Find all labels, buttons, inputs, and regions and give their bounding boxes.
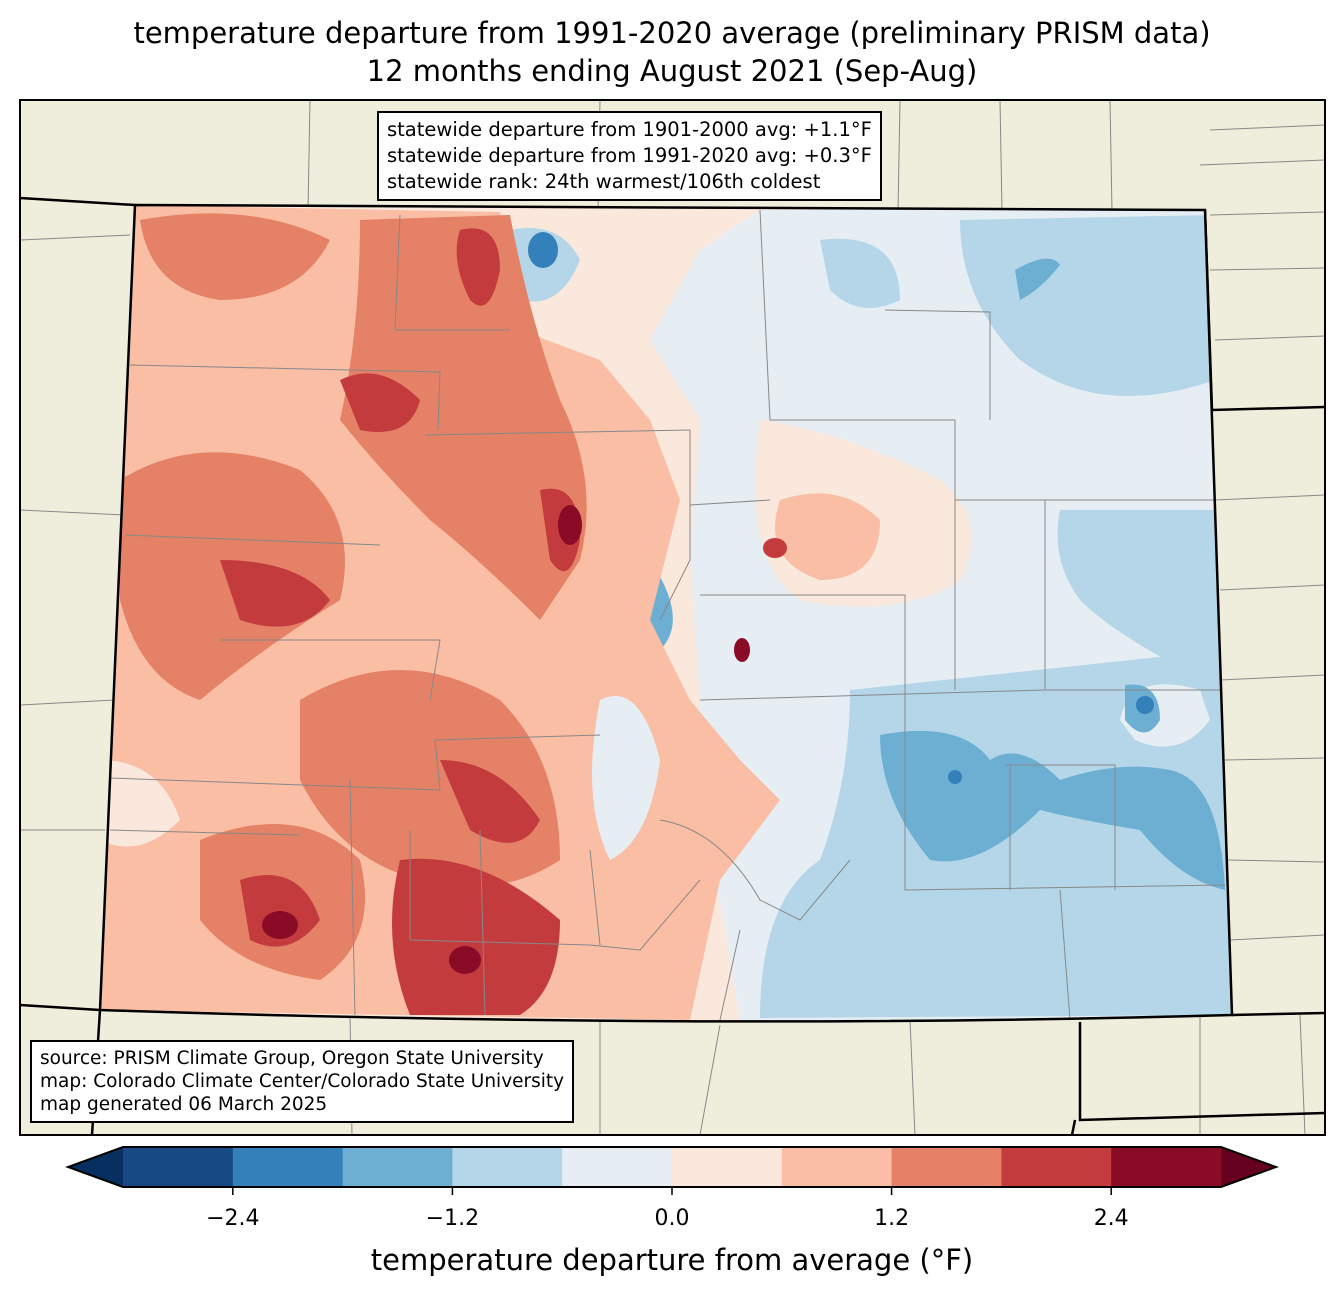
- stats-line-1991-2020: statewide departure from 1991-2020 avg: …: [387, 144, 872, 167]
- colorbar-bin: [891, 1147, 1002, 1187]
- colorbar-tick-label: 2.4: [1093, 1206, 1129, 1231]
- colorbar-tick-label: 0.0: [654, 1206, 690, 1231]
- colorbar-bin: [562, 1147, 673, 1187]
- stats-line-rank: statewide rank: 24th warmest/106th colde…: [387, 170, 821, 193]
- source-line: source: PRISM Climate Group, Oregon Stat…: [40, 1048, 544, 1069]
- source-box: source: PRISM Climate Group, Oregon Stat…: [30, 1040, 575, 1123]
- county-lines: [109, 209, 1226, 1021]
- colorbar-bin: [342, 1147, 453, 1187]
- colorbar: [65, 1146, 1279, 1195]
- colorbar-tick-label: −1.2: [425, 1206, 480, 1231]
- colorbar-bin: [123, 1147, 234, 1187]
- colorbar-outline: [65, 1146, 1279, 1188]
- colorbar-tick-label: −2.4: [206, 1206, 260, 1231]
- neighbor-county-lines: [20, 100, 1325, 1135]
- colorbar-extend-low: [68, 1147, 123, 1187]
- colorbar-bin: [452, 1147, 563, 1187]
- colorbar-extend-high: [1221, 1147, 1276, 1187]
- colorbar-bin: [1111, 1147, 1222, 1187]
- map-frame: [19, 99, 1326, 1136]
- colorbar-tick-label: 1.2: [874, 1206, 910, 1231]
- map-title-line1: temperature departure from 1991-2020 ave…: [133, 16, 1211, 50]
- colorbar-label: temperature departure from average (°F): [370, 1243, 974, 1277]
- colorado-border: [98, 203, 1234, 1023]
- colorbar-bin: [672, 1147, 783, 1187]
- map-credit-line: map: Colorado Climate Center/Colorado St…: [40, 1071, 565, 1092]
- colorbar-bin: [781, 1147, 893, 1187]
- generated-date-line: map generated 06 March 2025: [40, 1094, 328, 1115]
- map-title-line2: 12 months ending August 2021 (Sep-Aug): [366, 54, 978, 88]
- colorbar-bin: [1001, 1147, 1112, 1187]
- departure-contours: [100, 205, 1232, 1022]
- stats-line-1901-2000: statewide departure from 1901-2000 avg: …: [387, 118, 872, 141]
- statewide-stats-box: statewide departure from 1901-2000 avg: …: [377, 111, 882, 201]
- colorbar-bin: [232, 1147, 344, 1187]
